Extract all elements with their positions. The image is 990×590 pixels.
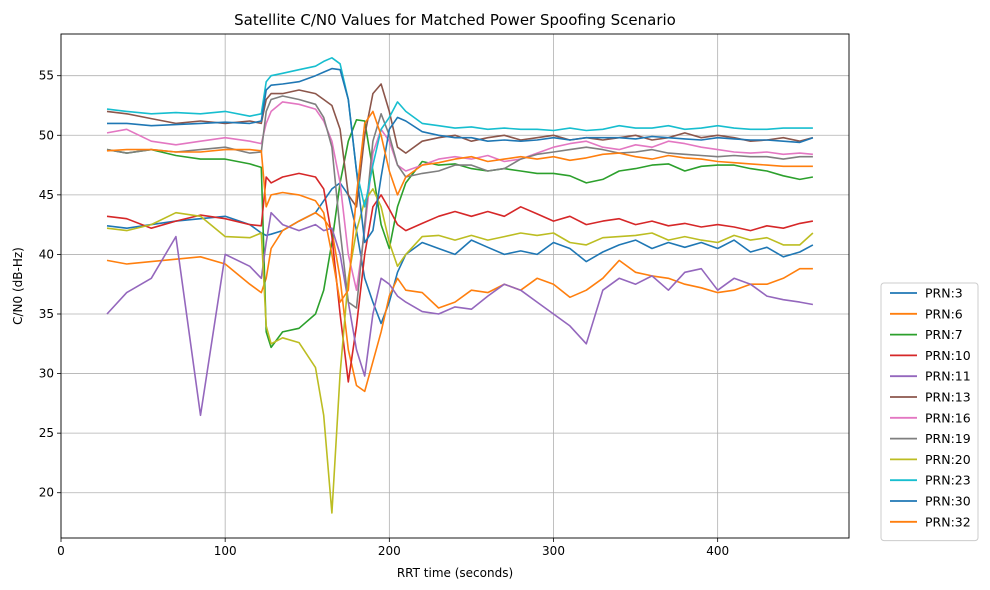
plot-frame [60,33,850,539]
legend-label: PRN:3 [925,286,963,301]
series-lines [106,56,814,514]
series-line-9 [106,188,814,514]
x-tick-label: 400 [706,544,729,558]
x-tick-label: 200 [378,544,401,558]
series-line-5 [106,211,814,417]
series-line-12 [106,110,813,303]
legend-box [880,282,979,542]
series-line-10 [106,56,813,208]
axis-ticks: 0 100 200 300 400 20 25 30 35 40 45 50 55 [39,69,729,558]
y-tick-label: 55 [39,69,54,83]
gridlines [60,34,849,538]
y-tick-label: 50 [39,128,54,142]
legend-label: PRN:32 [925,514,971,529]
series-line-1 [106,182,814,325]
x-tick-label: 300 [542,544,565,558]
y-tick-label: 20 [39,486,54,500]
legend-label: PRN:16 [925,410,971,425]
series-line-2 [106,211,813,393]
y-tick-label: 45 [39,188,54,202]
legend-label: PRN:6 [925,306,963,321]
legend-label: PRN:19 [925,431,971,446]
series-line-6 [106,83,814,208]
chart-title: Satellite C/N0 Values for Matched Power … [234,11,676,29]
y-tick-label: 30 [39,367,54,381]
y-tick-label: 25 [39,426,54,440]
y-tick-label: 40 [39,247,54,261]
x-axis-title: RRT time (seconds) [397,566,513,580]
y-axis-title: C/N0 (dB-Hz) [11,247,25,325]
legend-label: PRN:23 [925,473,971,488]
legend-label: PRN:11 [925,369,971,384]
legend-label: PRN:20 [925,452,971,467]
legend-label: PRN:13 [925,390,971,405]
x-tick-label: 100 [214,544,237,558]
y-tick-label: 35 [39,307,54,321]
series-line-4 [106,172,814,383]
series-line-3 [106,119,814,349]
x-tick-label: 0 [57,544,65,558]
legend-label: PRN:10 [925,348,971,363]
legend: PRN:3 PRN:6 PRN:7 PRN:10 PRN:11 PRN:13 PRN:16 P… [880,282,979,542]
legend-label: PRN:7 [925,327,963,342]
series-line-8 [106,95,813,309]
series-line-11 [107,67,814,244]
legend-label: PRN:30 [925,494,971,509]
